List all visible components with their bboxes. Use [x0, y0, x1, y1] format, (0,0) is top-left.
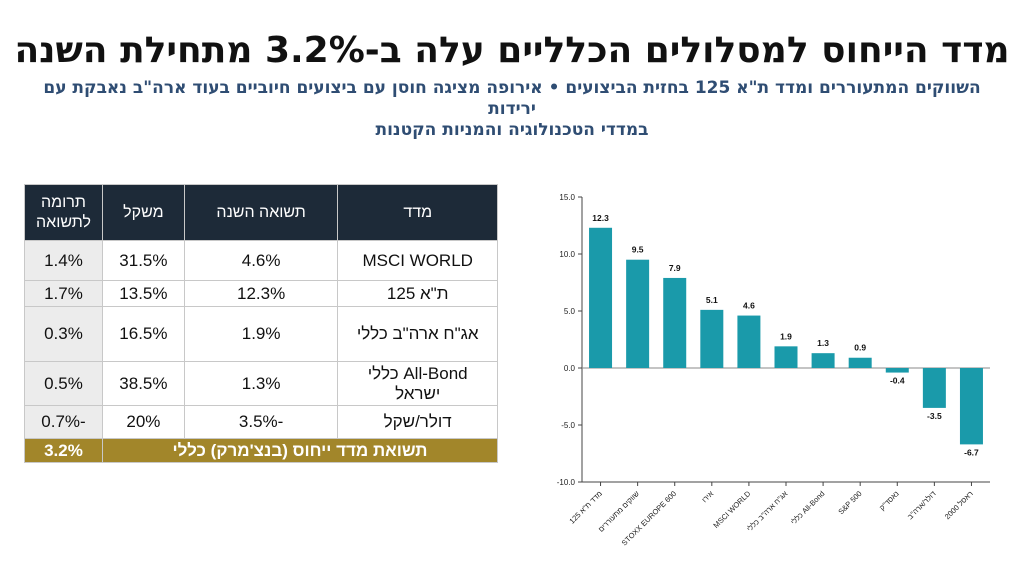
data-label: -3.5: [927, 411, 942, 421]
page-title: מדד הייחוס למסלולים הכלליים עלה ב-3.2% מ…: [14, 30, 1010, 71]
y-tick-label: 0.0: [564, 364, 576, 373]
table-row: אג"ח ארה"ב כללי 1.9% 16.5% 0.3%: [24, 306, 498, 362]
table-total-row: תשואת מדד ייחוס (בנצ'מרק) כללי 3.2%: [24, 438, 499, 463]
bar: [811, 353, 835, 368]
table-row: MSCI WORLD 4.6% 31.5% 1.4%: [24, 240, 498, 281]
cell-contribution: -0.7%: [24, 405, 103, 439]
benchmark-table: מדד תשואה השנה משקל תרומה לתשואה MSCI WO…: [24, 184, 499, 463]
header-weight: משקל: [101, 184, 185, 241]
subtitle-line-2: במדדי הטכנולוגיה והמניות הקטנות: [375, 120, 649, 140]
table-header-row: מדד תשואה השנה משקל תרומה לתשואה: [24, 184, 498, 241]
x-tick-label: MSCI WORLD: [711, 489, 752, 530]
x-tick-label: ראסל 2000: [943, 489, 975, 521]
cell-contribution: 1.4%: [24, 240, 103, 281]
table-row: דולר/שקל -3.5% 20% -0.7%: [24, 405, 498, 439]
cell-index: All-Bond כללי ישראל: [337, 361, 498, 406]
cell-return: -3.5%: [183, 405, 339, 439]
x-tick-label: אירו: [700, 489, 715, 504]
table-row: All-Bond כללי ישראל 1.3% 38.5% 0.5%: [24, 361, 498, 406]
header-index: מדד: [337, 184, 498, 241]
data-label: 7.9: [669, 263, 681, 273]
table-row: ת"א 125 12.3% 13.5% 1.7%: [24, 280, 498, 307]
data-label: 0.9: [854, 343, 866, 353]
bar: [848, 357, 872, 368]
x-tick-label: נאסד"ק: [877, 489, 900, 512]
cell-index: דולר/שקל: [337, 405, 498, 439]
data-label: 4.6: [743, 301, 755, 311]
cell-contribution: 0.5%: [24, 361, 103, 406]
data-label: -0.4: [890, 376, 905, 386]
y-tick-label: -5.0: [561, 421, 575, 430]
data-label: 12.3: [592, 213, 609, 223]
bar: [774, 346, 798, 368]
data-label: 9.5: [632, 245, 644, 255]
cell-weight: 20%: [101, 405, 185, 439]
x-tick-label: S&P 500: [836, 489, 863, 516]
y-tick-label: 15.0: [559, 193, 575, 202]
bar: [737, 315, 761, 368]
returns-bar-chart: 15.0 10.0 5.0 0.0 -5.0 -10.0 12.3 מדד ת"א 125 9.…: [557, 193, 990, 547]
data-label: -6.7: [964, 447, 979, 457]
cell-weight: 13.5%: [101, 280, 185, 307]
cell-index: MSCI WORLD: [337, 240, 498, 281]
x-tick-label: דולר/ארה"ב: [906, 489, 938, 521]
y-tick-label: -10.0: [557, 478, 576, 487]
cell-contribution: 1.7%: [24, 280, 103, 307]
bar: [663, 277, 687, 368]
cell-weight: 31.5%: [101, 240, 185, 281]
data-label: 1.9: [780, 331, 792, 341]
cell-index: ת"א 125: [337, 280, 498, 307]
bar: [885, 368, 909, 373]
bar: [959, 368, 983, 445]
bar: [700, 309, 724, 368]
cell-return: 12.3%: [183, 280, 339, 307]
y-tick-label: 5.0: [564, 307, 576, 316]
bar: [626, 259, 650, 368]
cell-return: 1.9%: [183, 306, 339, 362]
y-tick-label: 10.0: [559, 250, 575, 259]
cell-return: 1.3%: [183, 361, 339, 406]
cell-weight: 16.5%: [101, 306, 185, 362]
header-contribution: תרומה לתשואה: [24, 184, 103, 241]
subtitle-line-1: השווקים המתעוררים ומדד ת"א 125 בחזית הבי…: [43, 78, 981, 119]
cell-return: 4.6%: [183, 240, 339, 281]
x-tick-label: מדד ת"א 125: [567, 489, 604, 526]
bar: [922, 368, 946, 408]
data-label: 5.1: [706, 295, 718, 305]
total-value: 3.2%: [24, 438, 103, 463]
cell-contribution: 0.3%: [24, 306, 103, 362]
cell-weight: 38.5%: [101, 361, 185, 406]
page-subtitle: השווקים המתעוררים ומדד ת"א 125 בחזית הבי…: [40, 78, 984, 141]
data-label: 1.3: [817, 338, 829, 348]
x-tick-label: כללי All-Bond: [789, 489, 827, 527]
header-return: תשואה השנה: [183, 184, 339, 241]
bar: [589, 227, 613, 368]
total-label: תשואת מדד ייחוס (בנצ'מרק) כללי: [101, 438, 499, 463]
cell-index: אג"ח ארה"ב כללי: [337, 306, 498, 362]
